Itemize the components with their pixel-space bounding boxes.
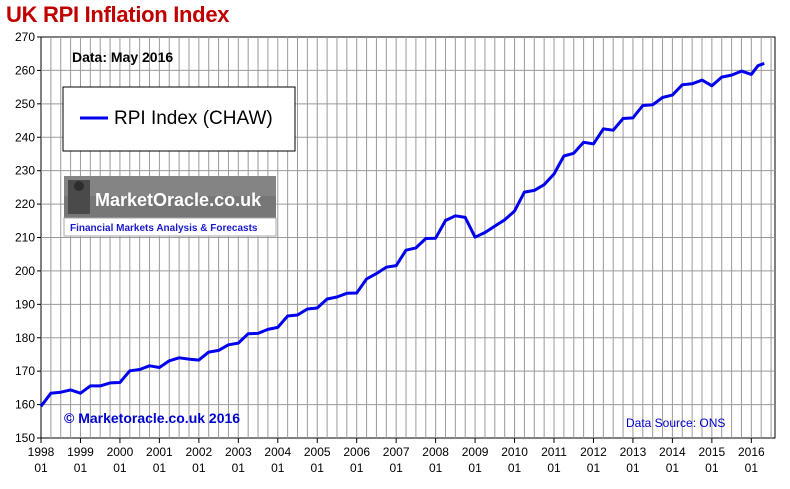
y-tick-label: 190: [15, 297, 35, 311]
x-tick-label-month: 01: [429, 461, 443, 475]
x-tick-label-month: 01: [34, 461, 48, 475]
x-tick-label-month: 01: [232, 461, 246, 475]
y-tick-label: 160: [15, 398, 35, 412]
x-tick-label-month: 01: [311, 461, 325, 475]
x-tick-label-year: 2004: [264, 445, 291, 459]
x-tick-label-year: 2012: [580, 445, 607, 459]
x-tick-label-year: 2005: [304, 445, 331, 459]
x-tick-label-year: 1999: [67, 445, 94, 459]
x-tick-label-year: 2015: [699, 445, 726, 459]
x-tick-label-year: 1998: [28, 445, 55, 459]
x-tick-label-month: 01: [508, 461, 522, 475]
y-tick-label: 150: [15, 431, 35, 445]
x-tick-label-year: 2011: [541, 445, 567, 459]
x-tick-label-year: 2007: [383, 445, 410, 459]
x-tick-label-month: 01: [271, 461, 285, 475]
x-tick-label-year: 2002: [185, 445, 212, 459]
x-tick-label-year: 2016: [738, 445, 765, 459]
x-tick-label-month: 01: [587, 461, 601, 475]
x-tick-label-year: 2001: [146, 445, 173, 459]
marketoracle-logo: MarketOracle.co.uk Financial Markets Ana…: [63, 176, 277, 237]
data-note: Data: May 2016: [72, 49, 173, 65]
x-tick-label-month: 01: [350, 461, 364, 475]
x-tick-label-month: 01: [192, 461, 206, 475]
x-tick-label-year: 2010: [501, 445, 528, 459]
logo-tagline: Financial Markets Analysis & Forecasts: [70, 223, 258, 234]
y-tick-label: 240: [15, 130, 35, 144]
x-tick-label-year: 2003: [225, 445, 252, 459]
y-tick-label: 250: [15, 97, 35, 111]
x-tick-label-year: 2009: [462, 445, 489, 459]
x-tick-label-month: 01: [468, 461, 482, 475]
x-tick-label-month: 01: [666, 461, 680, 475]
x-tick-label-year: 2006: [343, 445, 370, 459]
x-axis: 1998 01 1999 01 2000 01 2001 01 2002 01 2003 01 2004…: [28, 438, 765, 475]
x-tick-label-year: 2000: [107, 445, 134, 459]
x-tick-label-month: 01: [389, 461, 403, 475]
x-tick-label-month: 01: [153, 461, 167, 475]
x-tick-label-month: 01: [626, 461, 640, 475]
x-tick-label-year: 2014: [659, 445, 686, 459]
series-line-rpi: [39, 61, 765, 408]
grid-lines: [41, 37, 775, 438]
x-tick-label-year: 2008: [422, 445, 449, 459]
y-tick-label: 260: [15, 63, 35, 77]
copyright-text: © Marketoracle.co.uk 2016: [64, 410, 240, 426]
y-tick-label: 180: [15, 331, 35, 345]
chart-title: UK RPI Inflation Index: [6, 2, 230, 27]
logo-name: MarketOracle.co.uk: [95, 190, 262, 210]
data-source: Data Source: ONS: [626, 416, 725, 430]
y-tick-label: 270: [15, 30, 35, 44]
x-tick-label-month: 01: [705, 461, 719, 475]
x-tick-label-month: 01: [745, 461, 759, 475]
x-tick-label-year: 2013: [620, 445, 647, 459]
y-axis: 150 160 170 180 190 200 210 220 230 240 250 260 270: [15, 30, 41, 445]
legend-entry: RPI Index (CHAW): [114, 108, 273, 129]
legend: RPI Index (CHAW): [62, 86, 296, 152]
y-tick-label: 170: [15, 364, 35, 378]
y-tick-label: 230: [15, 164, 35, 178]
y-tick-label: 210: [15, 231, 35, 245]
y-tick-label: 200: [15, 264, 35, 278]
y-tick-label: 220: [15, 197, 35, 211]
x-tick-label-month: 01: [113, 461, 127, 475]
x-tick-label-month: 01: [74, 461, 88, 475]
x-tick-label-month: 01: [547, 461, 561, 475]
